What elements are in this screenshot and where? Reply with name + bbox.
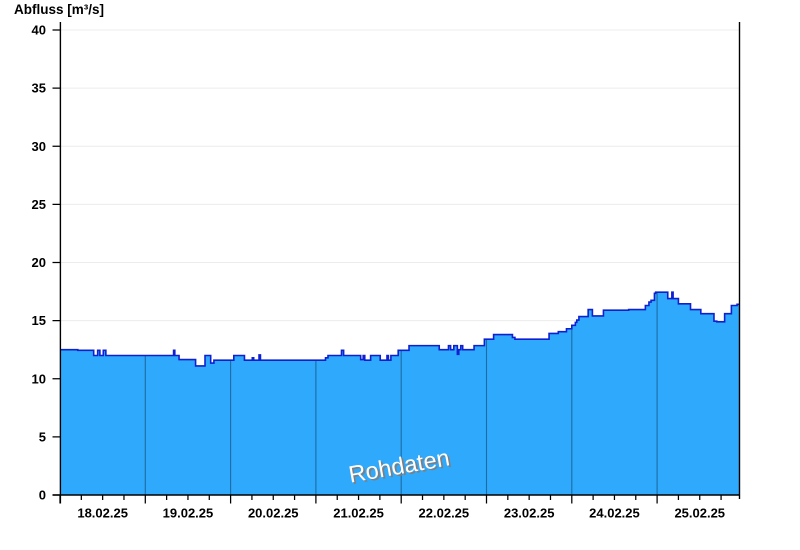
svg-text:21.02.25: 21.02.25 — [333, 506, 384, 521]
svg-text:0: 0 — [39, 488, 46, 503]
svg-text:20: 20 — [32, 255, 46, 270]
svg-text:24.02.25: 24.02.25 — [589, 506, 640, 521]
svg-text:30: 30 — [32, 139, 46, 154]
svg-text:22.02.25: 22.02.25 — [419, 506, 470, 521]
svg-text:10: 10 — [32, 371, 46, 386]
svg-text:20.02.25: 20.02.25 — [248, 506, 299, 521]
svg-text:25: 25 — [32, 197, 46, 212]
svg-text:19.02.25: 19.02.25 — [163, 506, 214, 521]
svg-text:Abfluss [m³/s]: Abfluss [m³/s] — [14, 2, 104, 17]
svg-text:15: 15 — [32, 313, 46, 328]
svg-text:23.02.25: 23.02.25 — [504, 506, 555, 521]
svg-text:18.02.25: 18.02.25 — [77, 506, 128, 521]
svg-text:5: 5 — [39, 429, 46, 444]
svg-text:25.02.25: 25.02.25 — [674, 506, 725, 521]
svg-text:35: 35 — [32, 81, 46, 96]
svg-text:40: 40 — [32, 23, 46, 38]
